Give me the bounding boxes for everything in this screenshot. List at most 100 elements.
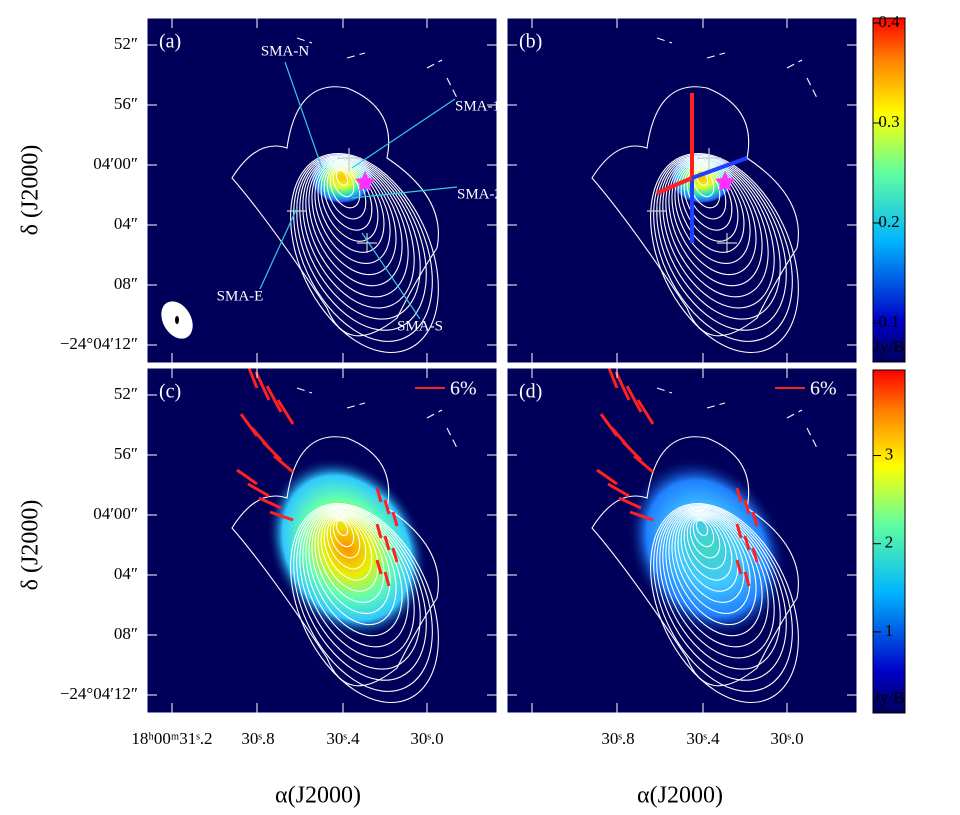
x-tick-label: 30ˢ.8 bbox=[601, 729, 634, 748]
contour bbox=[665, 508, 769, 648]
contour bbox=[302, 507, 415, 659]
y-tick-label: 56″ bbox=[114, 444, 138, 463]
x-tick-label: 30ˢ.4 bbox=[686, 729, 720, 748]
outer-contour bbox=[591, 436, 799, 687]
contour bbox=[293, 504, 433, 692]
contour bbox=[674, 511, 751, 615]
negative-contour bbox=[656, 37, 818, 99]
annotation: SMA-S bbox=[397, 318, 443, 334]
star bbox=[715, 171, 735, 191]
panel-image: 6% bbox=[147, 368, 497, 713]
annotation: SMA-N bbox=[261, 43, 310, 59]
contour bbox=[656, 155, 787, 331]
colorbar-tick-label: 0.4 bbox=[878, 12, 900, 31]
panel-label: (b) bbox=[519, 31, 542, 53]
contour bbox=[653, 504, 793, 692]
contour bbox=[290, 152, 439, 354]
panel: 6% (d) bbox=[506, 367, 858, 714]
contour bbox=[677, 513, 745, 603]
y-tick-label: 08″ bbox=[114, 624, 138, 643]
contour bbox=[653, 154, 793, 342]
y-tick-label: −24°04′12″ bbox=[60, 334, 138, 353]
contour bbox=[308, 159, 403, 287]
polarization-vectors bbox=[596, 368, 759, 587]
negative-contour bbox=[296, 37, 458, 99]
outer-contour bbox=[231, 436, 439, 687]
panel-image: SMA-N SMA-1 SMA-2 SMA-E SMA-S bbox=[147, 18, 502, 363]
contour bbox=[665, 158, 769, 298]
contour bbox=[299, 156, 421, 320]
y-tick-label: 04′00″ bbox=[93, 504, 138, 523]
polarization-vectors bbox=[236, 368, 399, 587]
contour bbox=[323, 515, 373, 581]
x-tick-label: 30ˢ.0 bbox=[410, 729, 443, 748]
y-tick-label: 08″ bbox=[114, 274, 138, 293]
panel-label: (d) bbox=[519, 381, 542, 403]
x-tick-label: 18ʰ00ᵐ31ˢ.2 bbox=[131, 729, 212, 748]
contour bbox=[686, 516, 727, 570]
x-tick-label: 30ˢ.4 bbox=[326, 729, 360, 748]
contour bbox=[671, 510, 757, 626]
colorbar-tick-label: 2 bbox=[885, 533, 894, 552]
negative-contour bbox=[296, 387, 458, 449]
y-tick-label: 52″ bbox=[114, 384, 138, 403]
contour bbox=[332, 168, 355, 198]
annotation-line bbox=[284, 61, 323, 169]
annotation: SMA-2 bbox=[457, 186, 502, 202]
contour bbox=[692, 518, 715, 548]
contour bbox=[296, 505, 427, 681]
contour bbox=[314, 511, 391, 615]
source-cross bbox=[287, 148, 377, 253]
source-cross bbox=[647, 148, 737, 253]
outer-contour bbox=[231, 86, 439, 337]
contour bbox=[302, 157, 415, 309]
contour bbox=[308, 509, 403, 637]
panel-label: (a) bbox=[159, 31, 181, 53]
contour bbox=[293, 154, 433, 342]
annotation-line bbox=[259, 207, 298, 290]
contour bbox=[656, 505, 787, 681]
colorbar-tick-label: 3 bbox=[885, 444, 894, 463]
contour bbox=[329, 167, 361, 209]
outflow-arrow bbox=[656, 176, 693, 195]
colorbar-tick-label: 1 bbox=[885, 621, 894, 640]
contour bbox=[695, 519, 709, 537]
contour bbox=[335, 169, 349, 187]
contour bbox=[290, 502, 439, 704]
contour bbox=[317, 513, 385, 603]
frame bbox=[506, 17, 858, 364]
x-axis-label: α(J2000) bbox=[275, 783, 361, 809]
contour bbox=[299, 506, 421, 670]
contour bbox=[662, 157, 775, 309]
panel: 6% (c) bbox=[146, 367, 498, 714]
y-axis-label: δ (J2000) bbox=[18, 145, 44, 236]
contour bbox=[659, 156, 781, 320]
contour bbox=[650, 502, 799, 704]
annotation: SMA-1 bbox=[455, 98, 500, 114]
y-tick-label: 56″ bbox=[114, 94, 138, 113]
contour bbox=[662, 507, 775, 659]
panel: (b) bbox=[506, 17, 858, 364]
frame bbox=[146, 17, 498, 364]
contour bbox=[689, 517, 721, 559]
colorbar-unit: Jy/B bbox=[873, 337, 904, 356]
scale-bar-label: 6% bbox=[810, 378, 837, 400]
panel-image: 6% bbox=[507, 368, 857, 713]
x-tick-label: 30ˢ.0 bbox=[770, 729, 803, 748]
contour bbox=[326, 516, 367, 570]
axis-ticks bbox=[507, 368, 857, 713]
y-tick-label: 04′00″ bbox=[93, 154, 138, 173]
axis-ticks bbox=[147, 368, 497, 713]
outer-contour bbox=[591, 86, 799, 337]
colorbar-tick-label: 0.3 bbox=[878, 112, 899, 131]
contour bbox=[659, 506, 781, 670]
contour bbox=[305, 158, 409, 298]
colorbar-tick-label: 0.2 bbox=[878, 212, 899, 231]
axis-ticks bbox=[147, 18, 497, 363]
annotation-line bbox=[351, 186, 458, 199]
x-axis-label: α(J2000) bbox=[637, 783, 723, 809]
panel-label: (c) bbox=[159, 381, 181, 403]
annotation: SMA-E bbox=[217, 288, 264, 304]
contour bbox=[320, 514, 379, 592]
